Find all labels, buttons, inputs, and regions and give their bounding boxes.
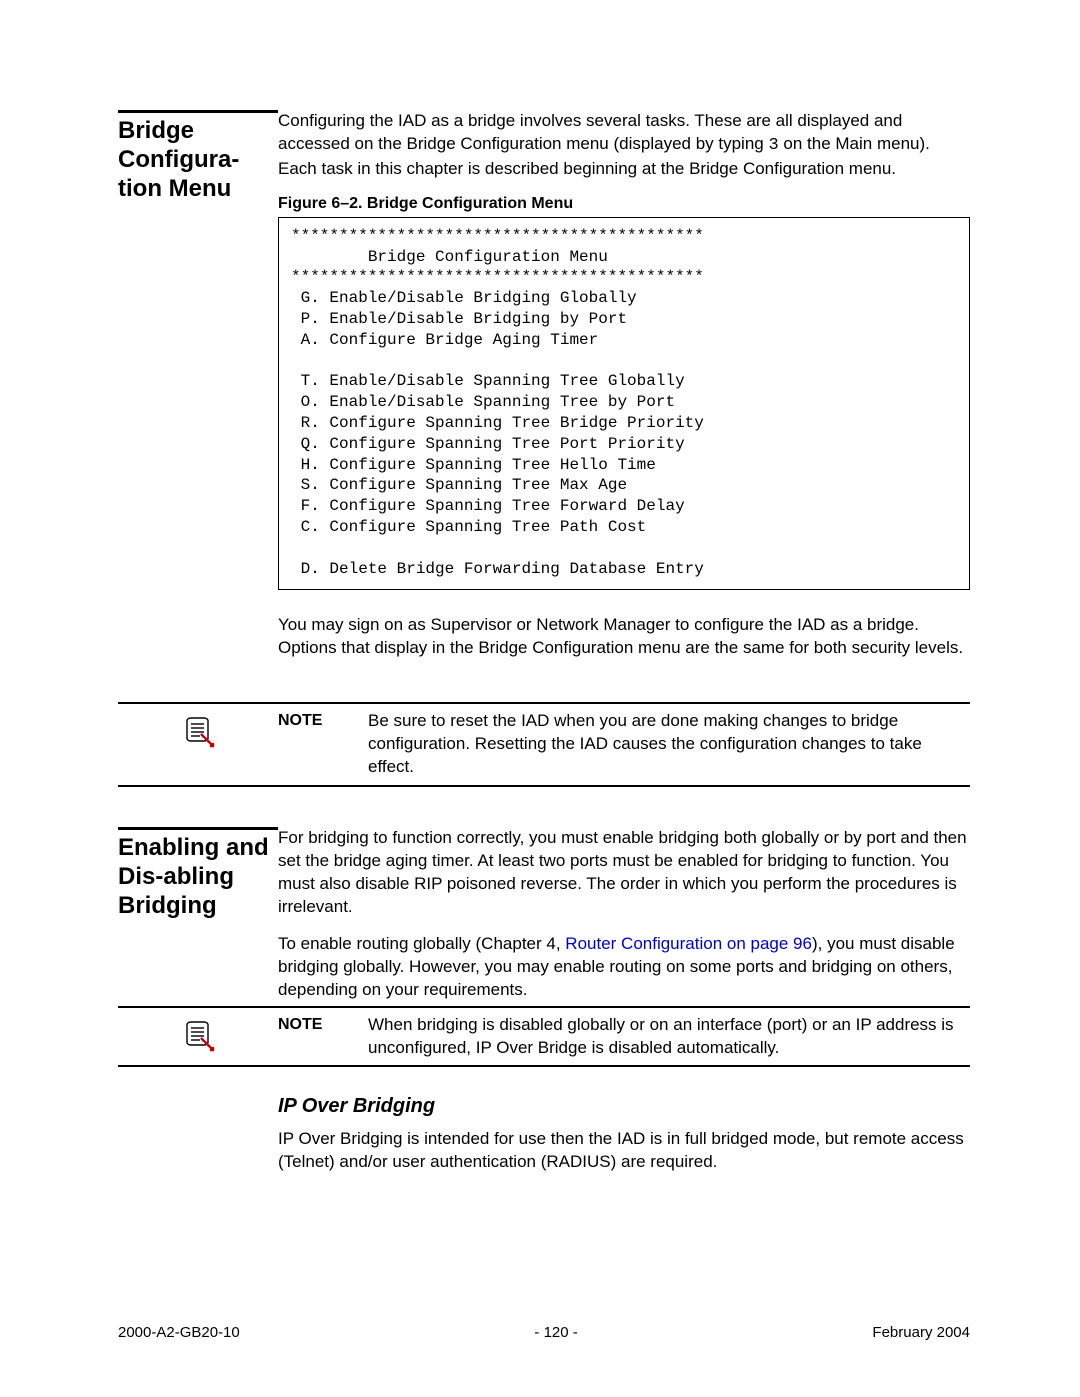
para-ip-over: IP Over Bridging is intended for use the…: [278, 1128, 970, 1174]
note-icon-col: [118, 710, 278, 779]
note-icon-col-2: [118, 1014, 278, 1060]
para-signin: You may sign on as Supervisor or Network…: [278, 614, 970, 660]
note-text: Be sure to reset the IAD when you are do…: [368, 710, 970, 779]
note-label: NOTE: [278, 710, 368, 779]
content-col: Configuring the IAD as a bridge involves…: [278, 110, 970, 674]
note-icon: [181, 714, 215, 748]
heading-enabling: Enabling and Dis-abling Bridging: [118, 827, 278, 920]
subheading-ip-over: IP Over Bridging: [278, 1095, 970, 1118]
para-intro-mono: 3: [768, 136, 778, 155]
footer-left: 2000-A2-GB20-10: [118, 1324, 240, 1341]
para-enable-1: For bridging to function correctly, you …: [278, 827, 970, 919]
footer-center: - 120 -: [534, 1324, 577, 1341]
content-col-3: IP Over Bridging IP Over Bridging is int…: [278, 1077, 970, 1188]
para-intro: Configuring the IAD as a bridge involves…: [278, 110, 970, 181]
content-col-2: For bridging to function correctly, you …: [278, 827, 970, 1006]
para-enable-2a: To enable routing globally (Chapter 4,: [278, 934, 565, 953]
figure-caption: Figure 6–2. Bridge Configuration Menu: [278, 195, 970, 213]
side-heading-col-empty: [118, 1077, 278, 1188]
note-icon: [181, 1018, 215, 1052]
side-heading-col-2: Enabling and Dis-abling Bridging: [118, 827, 278, 1006]
section-enabling-bridging: Enabling and Dis-abling Bridging For bri…: [118, 827, 970, 1006]
section-ip-over-bridging: IP Over Bridging IP Over Bridging is int…: [118, 1077, 970, 1188]
note-label-2: NOTE: [278, 1014, 368, 1060]
note-block-2: NOTE When bridging is disabled globally …: [118, 1006, 970, 1068]
note-text-2: When bridging is disabled globally or on…: [368, 1014, 970, 1060]
para-enable-2: To enable routing globally (Chapter 4, R…: [278, 933, 970, 1002]
page-footer: 2000-A2-GB20-10 - 120 - February 2004: [118, 1324, 970, 1341]
section-bridge-config: Bridge Configura-tion Menu Configuring t…: [118, 110, 970, 674]
note-block-1: NOTE Be sure to reset the IAD when you a…: [118, 702, 970, 787]
figure-box: ****************************************…: [278, 217, 970, 591]
footer-right: February 2004: [872, 1324, 970, 1341]
heading-bridge-config: Bridge Configura-tion Menu: [118, 110, 278, 203]
side-heading-col: Bridge Configura-tion Menu: [118, 110, 278, 674]
cross-ref-router[interactable]: Router Configuration on page 96: [565, 934, 812, 953]
